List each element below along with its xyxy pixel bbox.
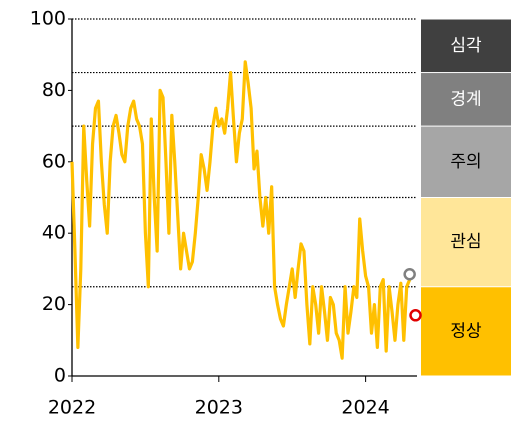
y-tick-label: 20	[42, 293, 66, 315]
band-label: 심각	[450, 36, 482, 56]
band-label: 관심	[450, 232, 481, 252]
band	[421, 198, 511, 287]
x-tick-label: 2024	[341, 397, 389, 419]
band	[421, 126, 511, 197]
x-tick-label: 2023	[195, 397, 243, 419]
marker	[403, 268, 416, 281]
band	[421, 287, 511, 376]
y-tick-label: 40	[42, 222, 66, 244]
y-tick-label: 100	[30, 8, 66, 30]
band-label: 경계	[450, 89, 481, 109]
band-label: 주의	[450, 152, 481, 172]
y-tick-label: 80	[42, 79, 66, 101]
band	[421, 73, 511, 126]
x-tick-label: 2022	[48, 397, 96, 419]
y-tick-label: 0	[54, 365, 66, 387]
data-line	[70, 60, 412, 360]
marker	[409, 309, 422, 322]
band-label: 정상	[450, 321, 482, 341]
band	[421, 19, 511, 73]
y-tick-label: 60	[42, 150, 66, 172]
